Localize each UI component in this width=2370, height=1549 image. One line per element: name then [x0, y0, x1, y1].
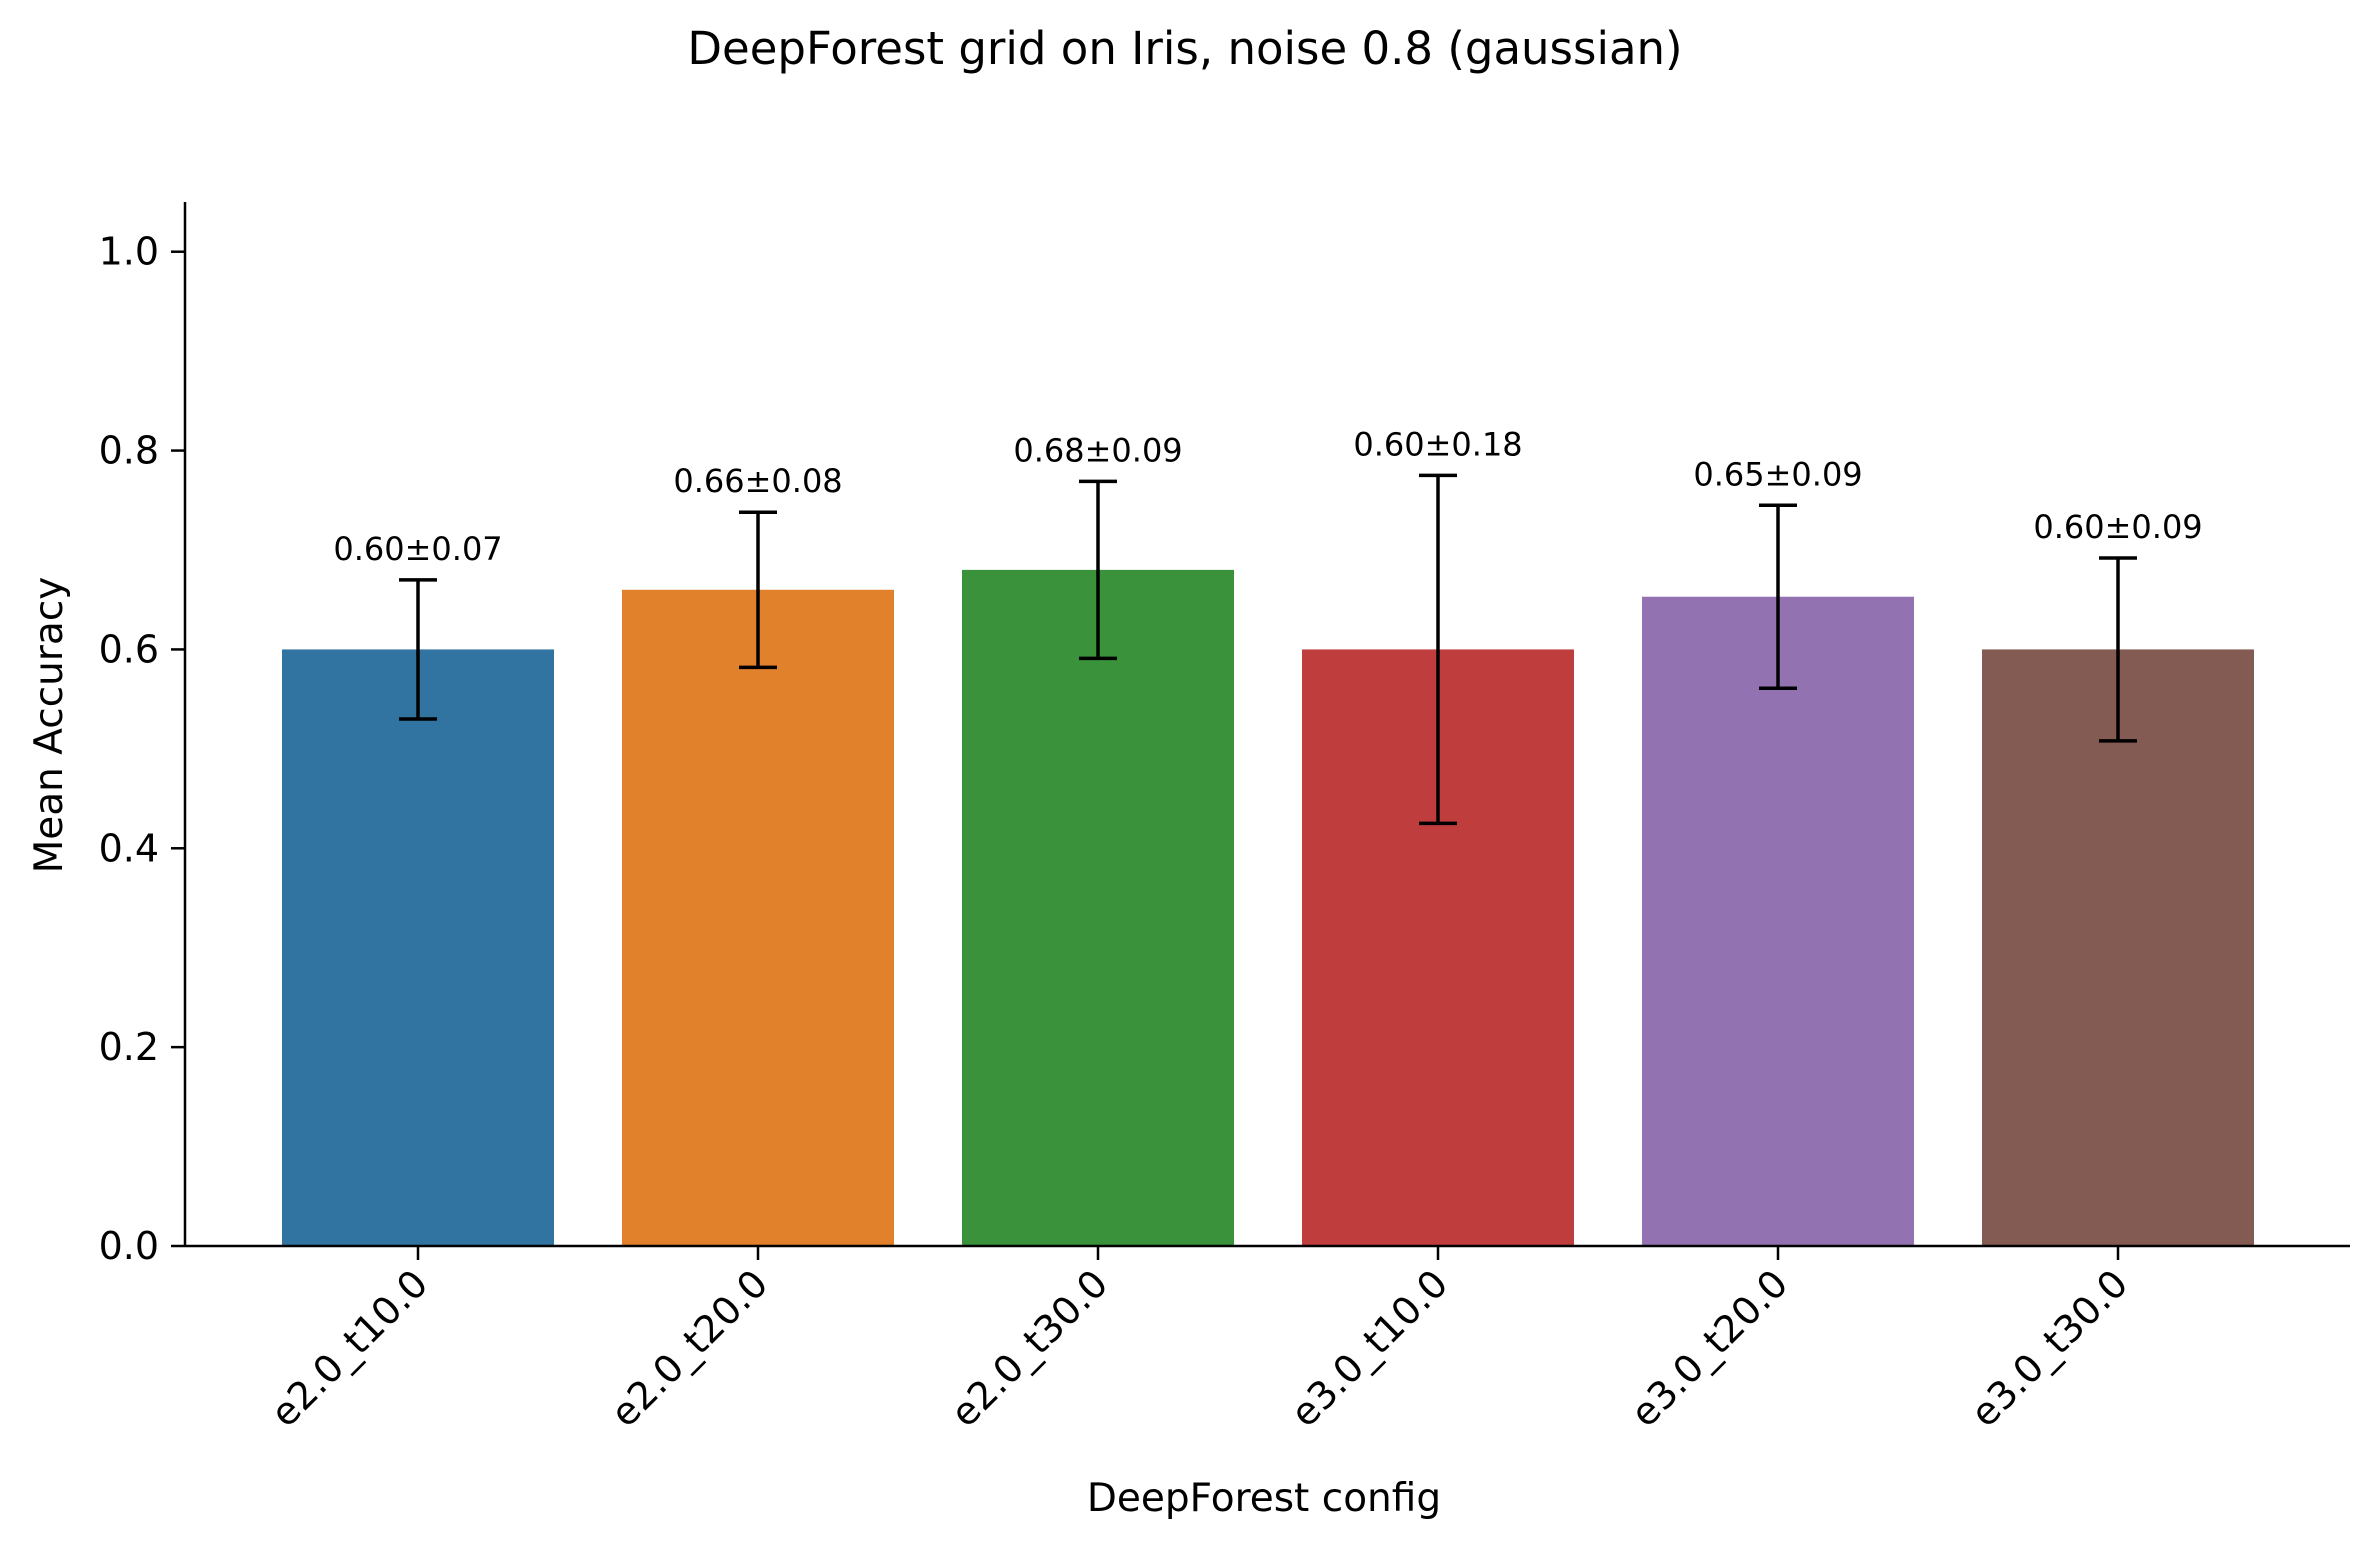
bar-e2.0_t30.0	[962, 569, 1234, 1246]
errorbar-e2.0_t30.0	[1079, 479, 1117, 661]
bar-e2.0_t10.0	[282, 649, 554, 1246]
x-ticks-group: e2.0_t10.0 e2.0_t20.0 e2.0_t30.0 e3.0_t10.0…	[262, 1246, 2136, 1435]
axes-group	[183, 202, 2350, 1248]
bars-group	[282, 569, 2254, 1246]
data-label-e2.0_t30.0: 0.68±0.09	[1013, 431, 1182, 469]
errorbar-e3.0_t20.0	[1759, 503, 1797, 690]
x-tick-label-e3.0_t30.0: e3.0_t30.0	[1962, 1261, 2136, 1435]
y-tick-label: 0.4	[99, 826, 159, 870]
y-axis-label: Mean Accuracy	[27, 577, 72, 874]
errorbar-e2.0_t10.0	[399, 578, 437, 721]
errorbar-e3.0_t10.0	[1419, 473, 1457, 826]
chart-title: DeepForest grid on Iris, noise 0.8 (gaus…	[687, 22, 1682, 75]
data-label-e2.0_t20.0: 0.66±0.08	[673, 462, 842, 500]
x-axis-label: DeepForest config	[1087, 1476, 1441, 1521]
data-label-e3.0_t30.0: 0.60±0.09	[2033, 508, 2202, 546]
y-tick-label: 0.6	[99, 627, 159, 671]
data-label-e2.0_t10.0: 0.60±0.07	[333, 530, 502, 568]
x-tick-label-e3.0_t10.0: e3.0_t10.0	[1282, 1261, 1456, 1435]
y-tick-label: 0.2	[99, 1025, 159, 1069]
data-labels-group: 0.60±0.07 0.66±0.08 0.68±0.09 0.60±0.18 0.65…	[333, 425, 2202, 567]
data-label-e3.0_t20.0: 0.65±0.09	[1693, 455, 1862, 493]
x-tick-label-e2.0_t10.0: e2.0_t10.0	[262, 1261, 436, 1435]
y-tick-label: 0.8	[99, 429, 159, 473]
y-ticks-group: 0.0 0.2 0.4 0.6 0.8 1.0	[99, 230, 185, 1268]
bar-e2.0_t20.0	[622, 589, 894, 1246]
y-tick-label: 0.0	[99, 1224, 159, 1268]
errorbar-e3.0_t30.0	[2099, 556, 2137, 743]
bar-e3.0_t20.0	[1642, 596, 1914, 1246]
errorbars-group	[399, 473, 2137, 826]
x-tick-label-e2.0_t30.0: e2.0_t30.0	[942, 1261, 1116, 1435]
errorbar-e2.0_t20.0	[739, 510, 777, 670]
x-tick-label-e2.0_t20.0: e2.0_t20.0	[602, 1261, 776, 1435]
data-label-e3.0_t10.0: 0.60±0.18	[1353, 425, 1522, 463]
x-tick-label-e3.0_t20.0: e3.0_t20.0	[1622, 1261, 1796, 1435]
bar-e3.0_t30.0	[1982, 649, 2254, 1246]
y-tick-label: 1.0	[99, 230, 159, 274]
